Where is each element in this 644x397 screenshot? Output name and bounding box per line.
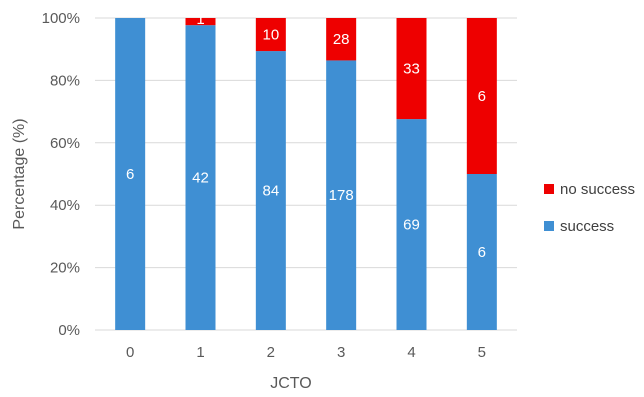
- y-tick-label: 60%: [50, 135, 80, 152]
- data-label-no-success-5: 6: [478, 88, 486, 105]
- y-tick-label: 20%: [50, 260, 80, 277]
- bar-success-5: [466, 174, 497, 330]
- x-axis-ticks: 0 1 2 3 4 5: [126, 344, 486, 361]
- data-label-success-2: 84: [262, 183, 279, 200]
- bars: 6 42 1 84 10 178 28 69 33 6 6: [115, 11, 497, 331]
- data-label-success-1: 42: [192, 170, 209, 187]
- y-tick-label: 40%: [50, 197, 80, 214]
- bar-no-success-4: [396, 18, 427, 120]
- legend: no success success: [544, 181, 635, 235]
- x-tick-label: 3: [337, 344, 345, 361]
- data-label-success-5: 6: [478, 244, 486, 261]
- legend-swatch-no-success: [544, 184, 554, 194]
- bar-success-1: [185, 25, 216, 331]
- y-tick-label: 100%: [42, 10, 80, 27]
- y-axis-title: Percentage (%): [11, 118, 28, 229]
- bar-success-3: [326, 60, 357, 330]
- bar-no-success-2: [255, 18, 286, 52]
- data-label-success-4: 69: [403, 217, 420, 234]
- bar-success-4: [396, 119, 427, 330]
- data-label-no-success-3: 28: [333, 31, 350, 48]
- bar-success-2: [255, 51, 286, 331]
- x-axis-title: JCTO: [270, 375, 311, 392]
- x-tick-label: 5: [478, 344, 486, 361]
- bar-no-success-5: [466, 18, 497, 174]
- data-label-success-3: 178: [329, 187, 354, 204]
- data-label-no-success-4: 33: [403, 61, 420, 78]
- y-tick-label: 0%: [58, 322, 80, 339]
- bar-no-success-1: [185, 18, 216, 26]
- gridlines: [95, 17, 517, 331]
- bar-no-success-3: [326, 18, 357, 61]
- data-label-success-0: 6: [126, 166, 134, 183]
- legend-swatch-success: [544, 221, 554, 231]
- bar-success-0: [115, 18, 146, 330]
- legend-label-success: success: [560, 218, 614, 235]
- x-tick-label: 0: [126, 344, 134, 361]
- x-tick-label: 1: [196, 344, 204, 361]
- data-label-no-success-1: 1: [196, 11, 204, 28]
- x-tick-label: 4: [407, 344, 415, 361]
- x-tick-label: 2: [267, 344, 275, 361]
- y-axis-ticks: 0% 20% 40% 60% 80% 100%: [42, 10, 80, 339]
- y-tick-label: 80%: [50, 72, 80, 89]
- data-label-no-success-2: 10: [262, 27, 279, 44]
- legend-label-no-success: no success: [560, 181, 635, 198]
